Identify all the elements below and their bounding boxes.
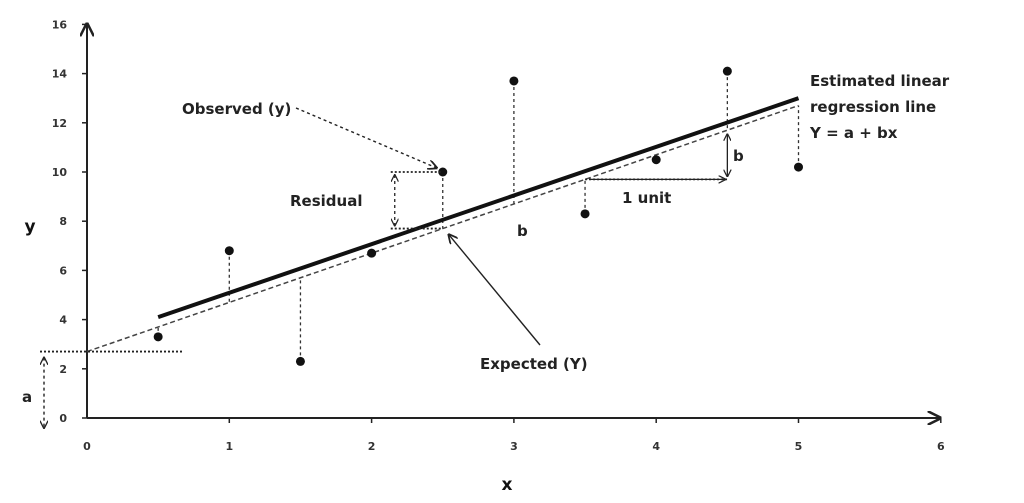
y-tick-label: 0 xyxy=(59,412,67,425)
y-tick-label: 2 xyxy=(59,363,67,376)
data-point xyxy=(580,209,590,219)
y-tick-label: 16 xyxy=(52,18,68,31)
x-tick-label: 3 xyxy=(510,440,518,453)
data-point xyxy=(794,162,803,172)
x-axis-title: x xyxy=(502,475,513,495)
y-tick-label: 12 xyxy=(52,117,67,130)
data-point xyxy=(651,155,661,165)
expected-line xyxy=(86,104,799,353)
data-point xyxy=(367,248,377,258)
b-label-right: b xyxy=(733,147,744,165)
y-tick-label: 6 xyxy=(59,264,67,277)
data-point xyxy=(153,332,163,342)
b-label-middle: b xyxy=(517,222,528,240)
data-point xyxy=(295,356,305,366)
y-tick-label: 4 xyxy=(59,314,67,327)
x-tick-label: 6 xyxy=(937,440,945,453)
a-label: a xyxy=(22,388,32,406)
observed-pointer-arrow xyxy=(295,107,437,168)
one-unit-label: 1 unit xyxy=(622,189,671,207)
data-point xyxy=(224,246,234,256)
y-tick-label: 10 xyxy=(52,166,68,179)
data-point xyxy=(438,167,448,177)
estimated-regression-line xyxy=(157,96,800,320)
y-tick-label: 8 xyxy=(59,215,67,228)
regression-line-label-2: regression line xyxy=(810,98,936,116)
residual-label: Residual xyxy=(290,192,362,210)
data-point xyxy=(722,66,732,76)
data-point xyxy=(509,76,519,86)
x-tick-label: 5 xyxy=(795,440,803,453)
x-tick-label: 0 xyxy=(83,440,91,453)
regression-line-label-1: Estimated linear xyxy=(810,72,950,90)
observed-label: Observed (y) xyxy=(182,100,291,118)
x-tick-label: 1 xyxy=(225,440,233,453)
y-axis-title: y xyxy=(24,217,35,237)
expected-label: Expected (Y) xyxy=(480,355,588,373)
y-tick-label: 14 xyxy=(52,68,68,81)
x-tick-label: 4 xyxy=(652,440,660,453)
regression-line-label-3: Y = a + bx xyxy=(809,124,898,142)
x-tick-label: 2 xyxy=(368,440,376,453)
expected-pointer-arrow xyxy=(449,235,541,346)
